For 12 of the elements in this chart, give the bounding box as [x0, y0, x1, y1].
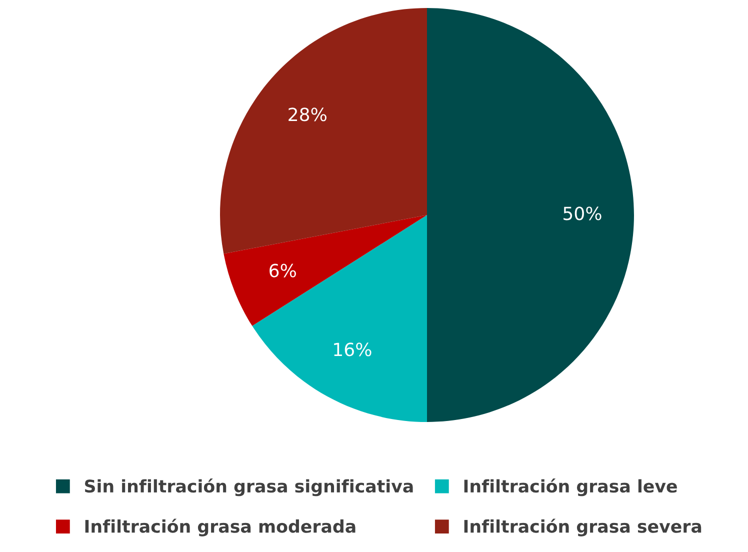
- data-label: 28%: [288, 108, 326, 122]
- data-label: 16%: [334, 342, 372, 356]
- pie-slice: [220, 8, 427, 254]
- data-label: 6%: [270, 264, 296, 278]
- legend-label: Infiltración grasa leve: [464, 478, 677, 496]
- pie-slice: [252, 215, 427, 422]
- pie-slice: [427, 8, 634, 422]
- legend-label: Sin infiltración grasa significativa: [84, 478, 413, 496]
- pie-slice: [224, 215, 427, 326]
- data-label: 50%: [564, 206, 602, 220]
- legend-label: Infiltración grasa moderada: [85, 518, 356, 536]
- legend-label: Infiltración grasa severa: [464, 518, 702, 536]
